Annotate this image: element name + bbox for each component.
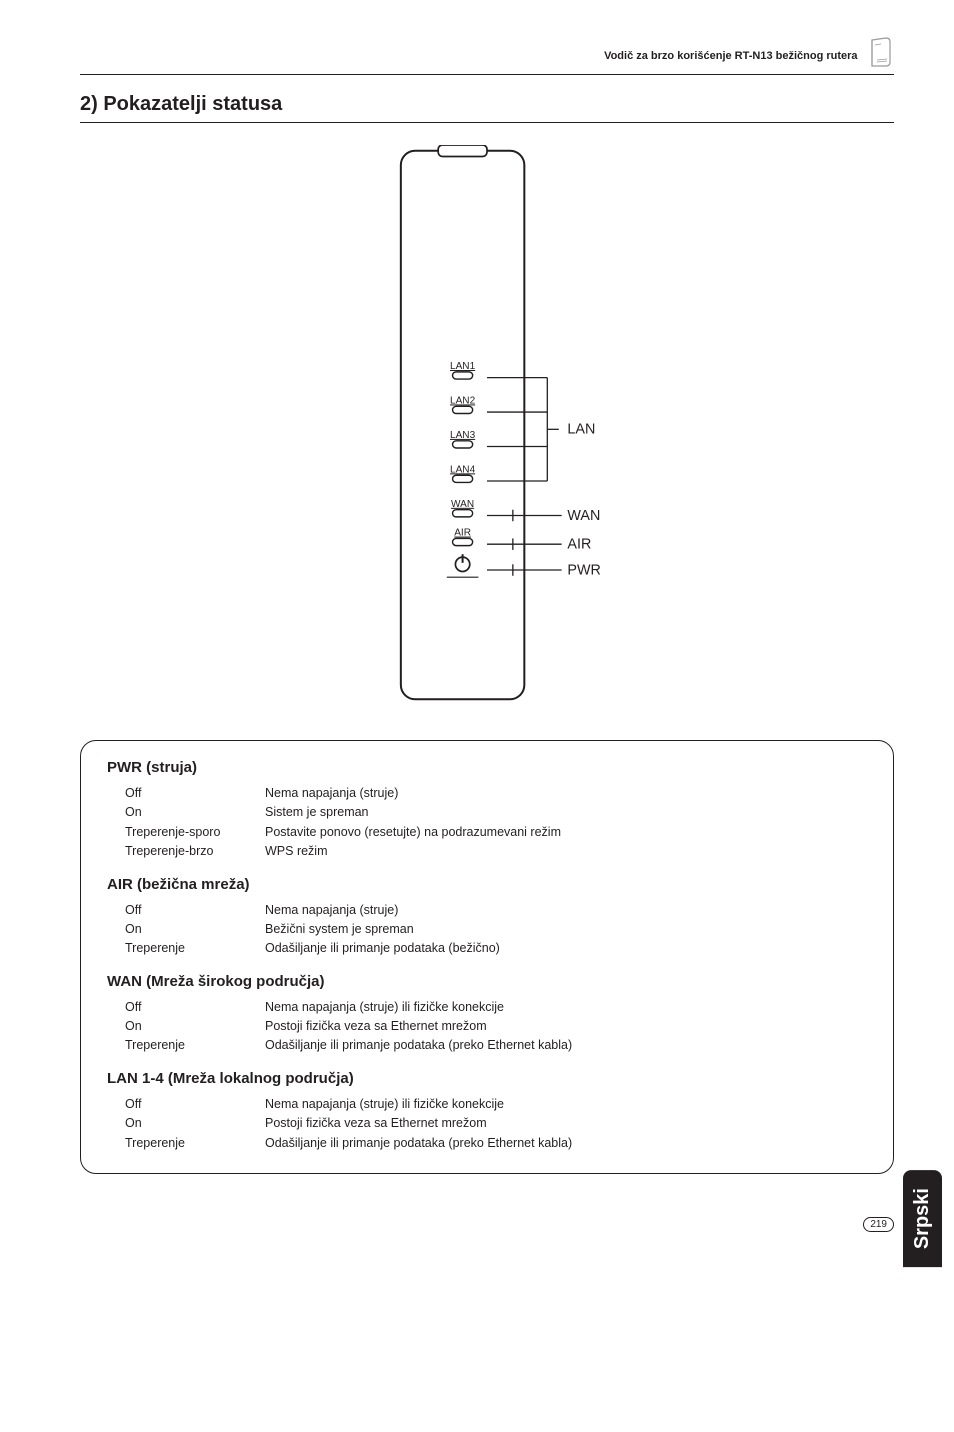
group-title: AIR (bežična mreža) (107, 876, 867, 893)
svg-text:LAN1: LAN1 (450, 361, 476, 372)
status-row: OffNema napajanja (struje) ili fizičke k… (107, 998, 867, 1017)
status-value: Odašiljanje ili primanje podataka (bežič… (265, 939, 867, 958)
status-row: Treperenje-brzoWPS režim (107, 842, 867, 861)
status-value: Postoji fizička veza sa Ethernet mrežom (265, 1017, 867, 1036)
status-value: Postoji fizička veza sa Ethernet mrežom (265, 1114, 867, 1133)
status-row: TreperenjeOdašiljanje ili primanje podat… (107, 1036, 867, 1055)
status-row: OffNema napajanja (struje) ili fizičke k… (107, 1095, 867, 1114)
status-value: Postavite ponovo (resetujte) na podrazum… (265, 823, 867, 842)
status-key: Treperenje (125, 939, 265, 958)
status-row: OnPostoji fizička veza sa Ethernet mrežo… (107, 1017, 867, 1036)
status-value: Sistem je spreman (265, 803, 867, 822)
svg-text:WAN: WAN (567, 508, 600, 524)
status-key: Off (125, 998, 265, 1017)
status-value: Bežični system je spreman (265, 920, 867, 939)
status-key: On (125, 920, 265, 939)
status-row: OnSistem je spreman (107, 803, 867, 822)
status-key: Off (125, 1095, 265, 1114)
status-value: Odašiljanje ili primanje podataka (preko… (265, 1134, 867, 1153)
manual-icon (868, 36, 894, 68)
status-row: TreperenjeOdašiljanje ili primanje podat… (107, 1134, 867, 1153)
svg-text:AIR: AIR (567, 536, 591, 552)
page: Vodič za brzo korišćenje RT-N13 bežičnog… (80, 40, 894, 1232)
status-row: OnBežični system je spreman (107, 920, 867, 939)
group-title: PWR (struja) (107, 759, 867, 776)
status-row: OnPostoji fizička veza sa Ethernet mrežo… (107, 1114, 867, 1133)
svg-text:LAN4: LAN4 (450, 464, 476, 475)
svg-text:AIR: AIR (454, 528, 471, 539)
page-number: 219 (863, 1217, 894, 1232)
svg-text:LAN: LAN (567, 422, 595, 438)
status-value: Nema napajanja (struje) ili fizičke kone… (265, 998, 867, 1017)
status-value: Nema napajanja (struje) (265, 784, 867, 803)
page-number-wrap: 219 (80, 1214, 894, 1232)
group-title: WAN (Mreža širokog područja) (107, 973, 867, 990)
section-title: 2) Pokazatelji statusa (80, 93, 894, 123)
status-key: Treperenje (125, 1036, 265, 1055)
status-key: Off (125, 901, 265, 920)
svg-text:WAN: WAN (451, 499, 474, 510)
status-row: OffNema napajanja (struje) (107, 784, 867, 803)
status-key: Treperenje-brzo (125, 842, 265, 861)
header-text: Vodič za brzo korišćenje RT-N13 bežičnog… (604, 50, 857, 62)
status-row: TreperenjeOdašiljanje ili primanje podat… (107, 939, 867, 958)
status-key: Treperenje-sporo (125, 823, 265, 842)
status-value: WPS režim (265, 842, 867, 861)
group-title: LAN 1-4 (Mreža lokalnog područja) (107, 1070, 867, 1087)
svg-text:LAN2: LAN2 (450, 395, 476, 406)
status-info-box: PWR (struja)OffNema napajanja (struje)On… (80, 740, 894, 1174)
status-key: Treperenje (125, 1134, 265, 1153)
status-key: On (125, 1017, 265, 1036)
status-value: Nema napajanja (struje) ili fizičke kone… (265, 1095, 867, 1114)
status-key: On (125, 803, 265, 822)
router-diagram: LAN1 LAN2 LAN3 LAN4 WAN AIR LAN WAN AIR PWR (80, 145, 894, 710)
language-tab: Srpski (903, 1170, 942, 1267)
status-value: Odašiljanje ili primanje podataka (preko… (265, 1036, 867, 1055)
status-row: Treperenje-sporoPostavite ponovo (resetu… (107, 823, 867, 842)
status-key: On (125, 1114, 265, 1133)
status-row: OffNema napajanja (struje) (107, 901, 867, 920)
svg-text:PWR: PWR (567, 562, 600, 578)
header-bar: Vodič za brzo korišćenje RT-N13 bežičnog… (80, 40, 894, 75)
status-key: Off (125, 784, 265, 803)
svg-text:LAN3: LAN3 (450, 430, 476, 441)
status-value: Nema napajanja (struje) (265, 901, 867, 920)
